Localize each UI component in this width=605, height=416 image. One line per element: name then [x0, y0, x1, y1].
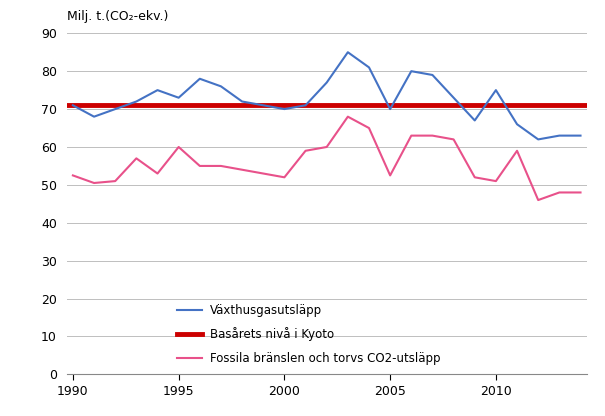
Legend: Växthusgasutsläpp, Basårets nivå i Kyoto, Fossila bränslen och torvs CO2-utsläpp: Växthusgasutsläpp, Basårets nivå i Kyoto… [177, 304, 440, 365]
Text: Milj. t.(CO₂-ekv.): Milj. t.(CO₂-ekv.) [67, 10, 168, 23]
